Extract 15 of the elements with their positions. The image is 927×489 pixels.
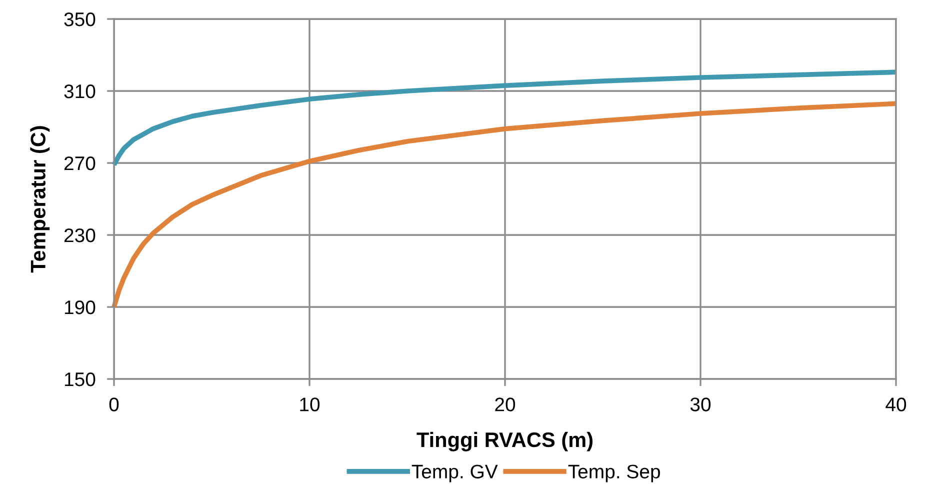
x-tick-label: 0 xyxy=(109,398,119,412)
x-tick-label: 20 xyxy=(495,398,516,412)
x-tick-label: 30 xyxy=(690,398,711,412)
legend-label: Temp. GV xyxy=(412,464,498,482)
x-tick-label: 40 xyxy=(886,398,906,412)
x-tick-label: 10 xyxy=(300,398,320,412)
y-axis-title: Temperatur (C) xyxy=(30,126,50,273)
y-tick-label: 230 xyxy=(64,228,96,242)
y-tick-label: 310 xyxy=(64,84,96,98)
y-tick-label: 350 xyxy=(64,12,96,26)
y-tick-label: 190 xyxy=(64,300,96,314)
y-tick-label: 150 xyxy=(64,372,96,386)
x-axis-title: Tinggi RVACS (m) xyxy=(416,432,593,452)
legend-label: Temp. Sep xyxy=(568,464,660,482)
y-tick-label: 270 xyxy=(64,156,96,170)
